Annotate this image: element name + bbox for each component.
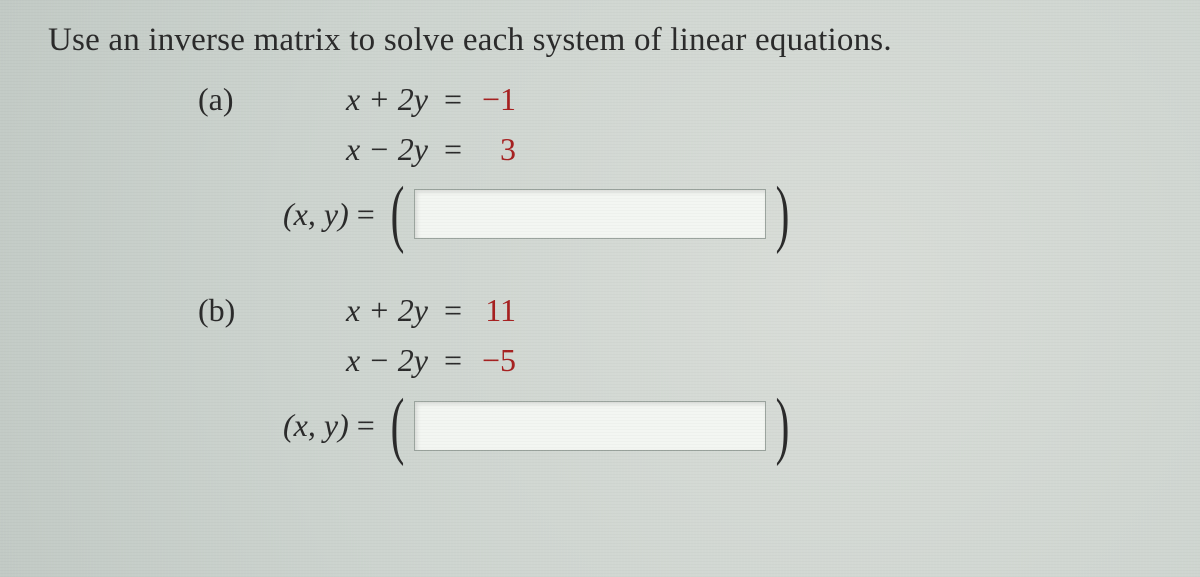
problem-b-equation-2: x − 2y = −5 bbox=[198, 336, 1172, 386]
answer-input-b[interactable] bbox=[414, 401, 766, 451]
equation-rhs: −5 bbox=[468, 336, 516, 386]
problem-a: (a) x + 2y = −1 x − 2y = 3 (x, y) = ( ) bbox=[198, 75, 1172, 242]
equals-sign: = bbox=[349, 196, 385, 233]
answer-label: (x, y) bbox=[283, 407, 349, 444]
instruction-text: Use an inverse matrix to solve each syst… bbox=[48, 22, 1172, 59]
equation-lhs: x + 2y bbox=[268, 286, 438, 336]
equation-lhs: x + 2y bbox=[268, 75, 438, 125]
problem-b-equation-1: (b) x + 2y = 11 bbox=[198, 286, 1172, 336]
problem-b-answer-row: (x, y) = ( ) bbox=[283, 398, 1172, 454]
equals-sign: = bbox=[349, 407, 385, 444]
problem-b: (b) x + 2y = 11 x − 2y = −5 (x, y) = ( ) bbox=[198, 286, 1172, 453]
problem-a-label: (a) bbox=[198, 75, 268, 125]
open-paren: ( bbox=[390, 398, 404, 454]
equation-rhs: 3 bbox=[468, 125, 516, 175]
question-page: Use an inverse matrix to solve each syst… bbox=[0, 0, 1200, 454]
problem-b-label: (b) bbox=[198, 286, 268, 336]
equation-rhs: −1 bbox=[468, 75, 516, 125]
equation-lhs: x − 2y bbox=[268, 125, 438, 175]
problem-a-answer-row: (x, y) = ( ) bbox=[283, 186, 1172, 242]
close-paren: ) bbox=[775, 186, 789, 242]
answer-input-a[interactable] bbox=[414, 189, 766, 239]
equals-sign: = bbox=[438, 286, 468, 336]
equals-sign: = bbox=[438, 125, 468, 175]
open-paren: ( bbox=[390, 186, 404, 242]
problem-a-equation-2: x − 2y = 3 bbox=[198, 125, 1172, 175]
equation-rhs: 11 bbox=[468, 286, 516, 336]
equals-sign: = bbox=[438, 336, 468, 386]
problem-a-equation-1: (a) x + 2y = −1 bbox=[198, 75, 1172, 125]
close-paren: ) bbox=[775, 398, 789, 454]
equals-sign: = bbox=[438, 75, 468, 125]
equation-lhs: x − 2y bbox=[268, 336, 438, 386]
answer-label: (x, y) bbox=[283, 196, 349, 233]
